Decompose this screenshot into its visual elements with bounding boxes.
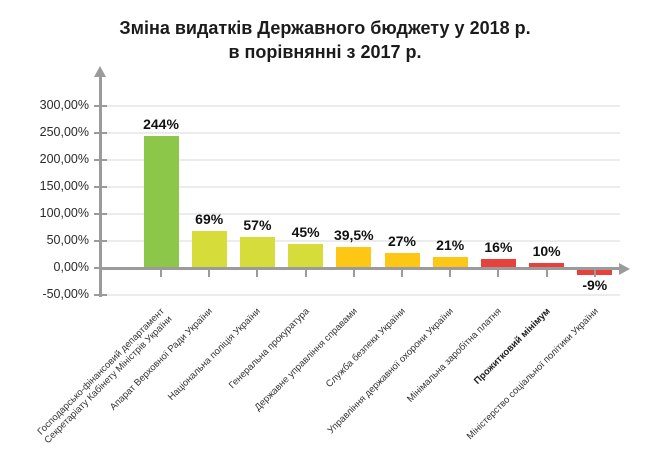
x-axis-arrow-icon	[619, 262, 630, 275]
gridline	[100, 105, 620, 107]
y-axis-tick	[93, 240, 107, 242]
bar-value-label: 27%	[387, 233, 417, 250]
bar	[288, 243, 324, 268]
y-axis-tick	[93, 159, 107, 161]
chart-title: Зміна видатків Державного бюджету у 2018…	[12, 16, 638, 64]
x-axis-tick	[304, 268, 307, 277]
gridline	[100, 132, 620, 134]
y-axis-label: 150,00%	[39, 179, 89, 193]
bar	[529, 262, 565, 268]
bar-value-label: 21%	[436, 236, 465, 253]
bar-value-label: 39,5%	[333, 226, 374, 243]
bar	[336, 246, 372, 268]
y-axis-tick	[93, 267, 107, 269]
bar	[480, 259, 516, 268]
x-axis-tick	[160, 268, 162, 277]
chart-title-line2: в порівнянні з 2017 р.	[228, 42, 422, 62]
y-axis-label: -50,00%	[42, 287, 89, 301]
y-axis-tick	[93, 294, 107, 296]
bar	[432, 256, 468, 268]
y-axis-label: 100,00%	[39, 206, 89, 220]
x-axis-tick	[208, 268, 211, 277]
gridline	[100, 159, 620, 161]
bar	[239, 237, 275, 268]
y-axis-tick	[93, 105, 107, 107]
bar-value-label: -9%	[582, 276, 608, 293]
gridline	[100, 186, 620, 188]
bar	[191, 230, 227, 268]
bar-value-label: 10%	[532, 242, 561, 259]
chart-title-line1: Зміна видатків Державного бюджету у 2018…	[119, 18, 531, 38]
x-axis-tick	[497, 268, 500, 277]
category-label: Міністерство соціальної політики України	[464, 306, 601, 443]
bar-value-label: 16%	[484, 239, 513, 256]
x-axis-tick	[449, 268, 452, 277]
bar-value-label: 57%	[243, 217, 272, 234]
y-axis-tick	[93, 186, 107, 188]
x-axis-tick	[545, 268, 548, 277]
y-axis-tick	[93, 132, 107, 134]
x-axis-tick	[401, 268, 403, 277]
bar	[384, 253, 420, 268]
x-axis-tick	[593, 268, 596, 277]
bar-value-label: 244%	[143, 116, 179, 133]
y-axis-label: 300,00%	[39, 98, 89, 112]
y-axis-arrow-icon	[94, 66, 106, 77]
gridline	[100, 240, 620, 242]
y-axis-label: 0,00%	[53, 260, 89, 274]
bar-value-label: 45%	[291, 223, 320, 240]
bar	[143, 136, 179, 268]
x-axis-tick	[256, 268, 259, 277]
y-axis-label: 250,00%	[39, 125, 89, 139]
gridline	[100, 294, 620, 296]
gridline	[100, 213, 620, 215]
y-axis-label: 200,00%	[39, 152, 89, 166]
x-axis-tick	[352, 268, 355, 277]
y-axis-tick	[93, 213, 107, 215]
y-axis-label: 50,00%	[46, 233, 89, 247]
bar-value-label: 69%	[195, 210, 224, 227]
x-axis-line	[99, 267, 620, 270]
